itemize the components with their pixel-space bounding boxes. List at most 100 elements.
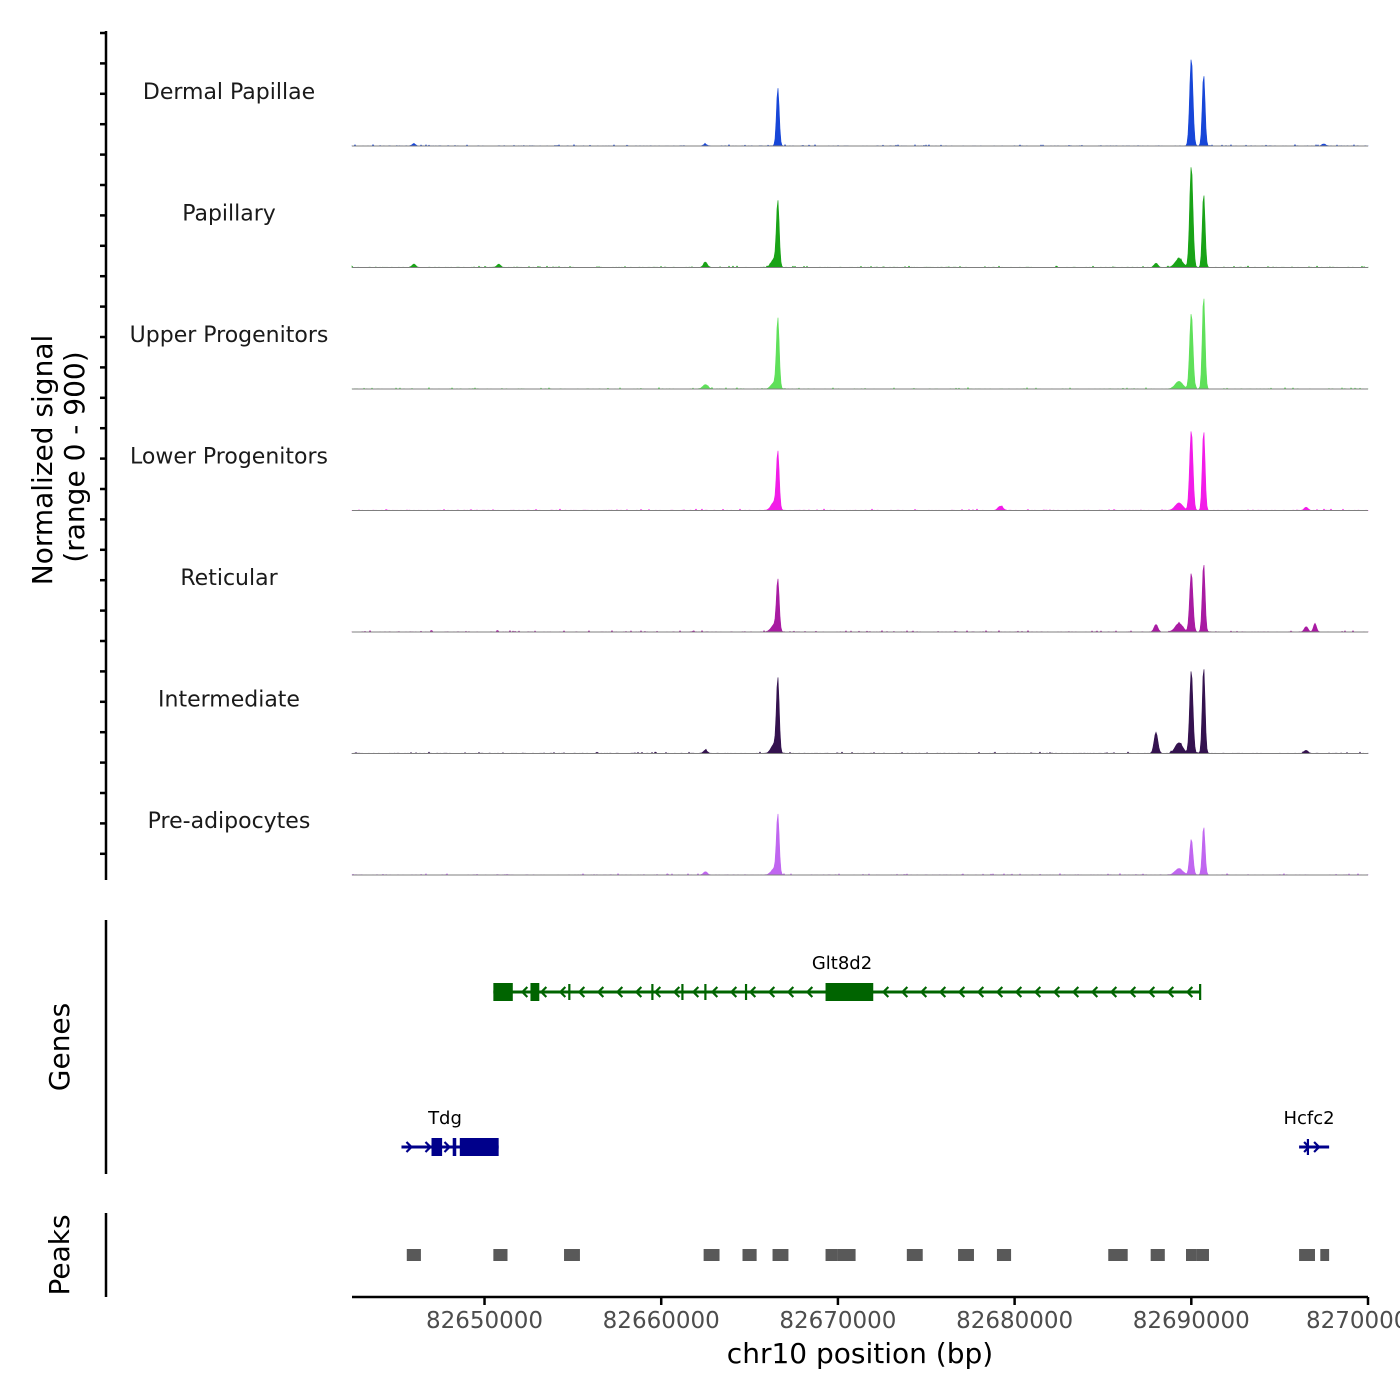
strand-arrow [1071, 986, 1080, 998]
peak-region [564, 1249, 580, 1261]
coverage-area [351, 298, 1369, 390]
strand-arrow [748, 986, 757, 998]
strand-arrow [881, 986, 890, 998]
track-label: Dermal Papillae [143, 80, 315, 105]
peak-region [1299, 1249, 1315, 1261]
strand-arrow [900, 986, 909, 998]
strand-arrow [520, 986, 529, 998]
coverage-area [351, 564, 1369, 633]
exon [825, 983, 874, 1001]
strand-arrow [691, 986, 700, 998]
x-tick-label: 82670000 [779, 1308, 896, 1334]
strand-arrow [1014, 986, 1023, 998]
strand-arrow [919, 986, 928, 998]
peak-region [958, 1249, 974, 1261]
peak-region [742, 1249, 757, 1261]
x-tick-label: 82700000 [1306, 1308, 1400, 1334]
gene-track: Glt8d2 Tdg Hcfc2 [401, 953, 1335, 1156]
track-label: Pre-adipocytes [148, 809, 311, 834]
coverage-tracks: Dermal Papillae Papillary Upper Progenitor… [130, 59, 1369, 876]
gene-label: Hcfc2 [1283, 1108, 1334, 1129]
signal-y-ticks [100, 31, 106, 856]
peaks-track [406, 1249, 1330, 1261]
strand-arrow [653, 986, 662, 998]
strand-arrow [729, 986, 738, 998]
exon [452, 1138, 457, 1156]
strand-arrow [938, 986, 947, 998]
gene-label: Tdg [427, 1108, 462, 1129]
strand-arrow [957, 986, 966, 998]
x-tick-label: 82690000 [1133, 1308, 1250, 1334]
coverage-area [351, 669, 1369, 754]
strand-arrow [672, 986, 681, 998]
strand-arrow [424, 1141, 433, 1153]
genes-track-title: Genes [43, 1003, 76, 1091]
strand-arrow [405, 1141, 414, 1153]
strand-arrow [1090, 986, 1099, 998]
x-tick-label: 82650000 [426, 1308, 543, 1334]
exon [459, 1138, 499, 1156]
strand-arrow [1313, 1141, 1321, 1153]
track-dermal-papillae: Dermal Papillae [143, 59, 1369, 147]
strand-arrow [1128, 986, 1137, 998]
strand-arrow [805, 986, 814, 998]
peak-region [906, 1249, 923, 1261]
strand-arrow [786, 986, 795, 998]
x-tick-label: 82680000 [956, 1308, 1073, 1334]
track-label: Reticular [180, 566, 278, 591]
coverage-area [351, 167, 1369, 268]
strand-arrow [1033, 986, 1042, 998]
track-label: Papillary [182, 202, 276, 227]
strand-arrow [1147, 986, 1156, 998]
gene-label: Glt8d2 [812, 953, 872, 974]
peak-region [1150, 1249, 1165, 1261]
strand-arrow [1185, 986, 1194, 998]
strand-arrow [1052, 986, 1061, 998]
coverage-area [351, 431, 1369, 511]
strand-arrow [1166, 986, 1175, 998]
track-intermediate: Intermediate [158, 669, 1369, 754]
y-axis-title: Normalized signal [26, 335, 59, 586]
strand-arrow [767, 986, 776, 998]
peaks-track-title: Peaks [43, 1214, 76, 1295]
strand-arrow [596, 986, 605, 998]
gene-glt8d2: Glt8d2 [493, 953, 1202, 1001]
peak-region [1186, 1249, 1197, 1261]
exon [530, 983, 540, 1001]
strand-arrow [710, 986, 719, 998]
x-axis-ticks: 82650000 82660000 82670000 82680000 82690000… [426, 1297, 1400, 1334]
peak-region [1196, 1249, 1209, 1261]
coverage-area [351, 813, 1369, 876]
peak-region [1108, 1249, 1128, 1261]
peak-region [703, 1249, 720, 1261]
track-label: Lower Progenitors [130, 445, 328, 470]
peak-region [825, 1249, 838, 1261]
peak-region [837, 1249, 856, 1261]
strand-arrow [443, 1141, 452, 1153]
exon [431, 1138, 443, 1156]
exon [493, 983, 513, 1001]
track-label: Upper Progenitors [130, 323, 329, 348]
peak-region [772, 1249, 789, 1261]
gene-hcfc2: Hcfc2 [1283, 1108, 1335, 1155]
x-axis-title: chr10 position (bp) [727, 1337, 993, 1370]
peak-region [996, 1249, 1012, 1261]
x-tick-label: 82660000 [603, 1308, 720, 1334]
track-label: Intermediate [158, 688, 300, 713]
strand-arrow [634, 986, 643, 998]
track-upper-progenitors: Upper Progenitors [130, 298, 1369, 390]
track-pre-adipocytes: Pre-adipocytes [148, 809, 1369, 876]
y-axis-subtitle: (range 0 - 900) [58, 351, 91, 562]
track-reticular: Reticular [180, 564, 1369, 633]
peak-region [493, 1249, 508, 1261]
strand-arrow [577, 986, 586, 998]
strand-arrow [1303, 1141, 1311, 1153]
strand-arrow [615, 986, 624, 998]
peak-region [1320, 1249, 1330, 1261]
gene-tdg: Tdg [401, 1108, 499, 1156]
strand-arrow [1109, 986, 1118, 998]
track-papillary: Papillary [182, 167, 1369, 268]
track-lower-progenitors: Lower Progenitors [130, 431, 1369, 511]
peak-region [406, 1249, 421, 1261]
